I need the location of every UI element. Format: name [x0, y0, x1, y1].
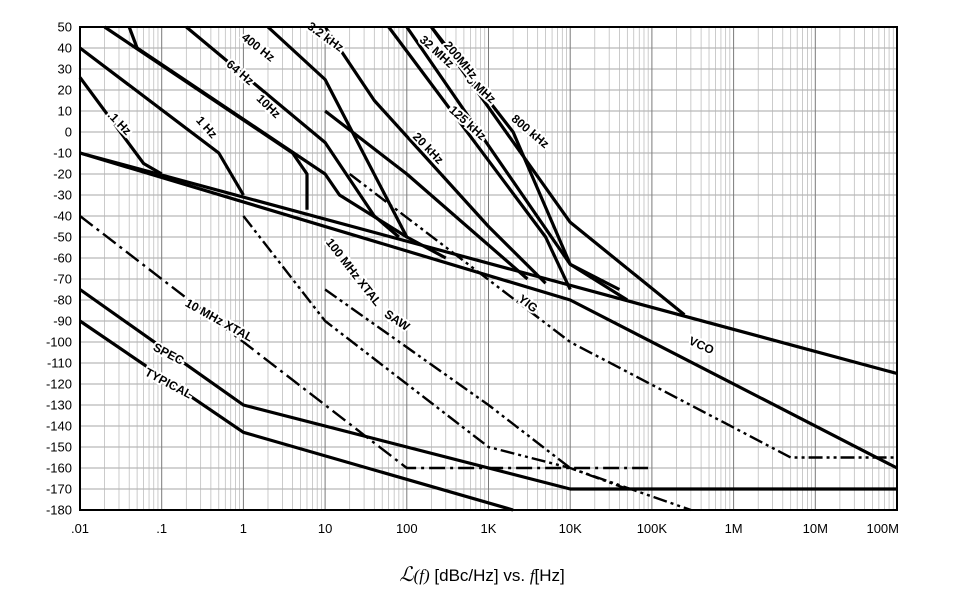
- y-tick-label: -150: [46, 440, 72, 455]
- y-axis-ticks: 50 40 30 20 10 0 -10 -20 -30 -40 -50 -60 -70 -80 -90 -1…: [46, 20, 72, 518]
- y-tick-label: -10: [53, 146, 72, 161]
- series-line-20-khz: [324, 109, 529, 281]
- series-line-200mhz: [430, 26, 686, 316]
- series-line-400-hz: [185, 25, 400, 239]
- x-tick-label: 10: [318, 521, 332, 536]
- y-tick-label: -80: [53, 293, 72, 308]
- y-tick-label: -60: [53, 251, 72, 266]
- curve-label-yig: YIG: [516, 292, 541, 316]
- series-line-spec: [79, 288, 897, 491]
- series-lines: [78, 25, 898, 512]
- series-line-1-hz: [79, 46, 245, 196]
- x-tick-label: 100K: [637, 521, 668, 536]
- curve-label-spec: SPEC: [151, 340, 187, 368]
- x-tick-label: .1: [156, 521, 167, 536]
- series-line-10-mhz-xtal: [79, 215, 652, 470]
- series-line-saw: [324, 288, 897, 491]
- curve-label-typical: TYPICAL: [143, 365, 195, 401]
- series-line-125-khz: [323, 26, 547, 285]
- x-tick-label: 100M: [866, 521, 899, 536]
- series-line-1-hz: [78, 76, 163, 176]
- y-tick-label: -30: [53, 188, 72, 203]
- y-tick-label: -70: [53, 272, 72, 287]
- x-tick-label: 10M: [803, 521, 828, 536]
- y-tick-label: 10: [58, 104, 72, 119]
- y-tick-label: 20: [58, 83, 72, 98]
- y-tick-label: -120: [46, 377, 72, 392]
- x-tick-label: 100: [396, 521, 418, 536]
- y-tick-label: -110: [47, 356, 72, 371]
- y-tick-label: -140: [46, 419, 72, 434]
- y-tick-label: -20: [53, 167, 72, 182]
- y-tick-label: 0: [65, 125, 72, 140]
- series-line-800-khz: [387, 26, 572, 291]
- series-line-yig: [348, 173, 897, 459]
- series-line-vco-base: [79, 151, 898, 376]
- series-line-typical: [79, 319, 514, 512]
- caption-paren: (f): [413, 566, 430, 585]
- series-line-64-hz: [127, 26, 408, 239]
- curve-label-125-khz: 125 kHz: [447, 103, 490, 143]
- caption-units: [dBc/Hz] vs.: [434, 566, 526, 585]
- curve-label-10-mhz-xtal: 10 MHz XTAL: [183, 296, 255, 345]
- x-tick-label: 1K: [481, 521, 497, 536]
- x-tick-label: 1: [240, 521, 247, 536]
- curve-label-100-mhz-xtal: 100 MHz XTAL: [323, 236, 384, 309]
- y-tick-label: -50: [53, 230, 72, 245]
- series-line-32-mhz: [405, 26, 621, 291]
- x-tick-label: 10K: [559, 521, 582, 536]
- curve-label-saw: SAW: [382, 307, 413, 334]
- series-line-vco: [79, 151, 898, 470]
- plot-frame: [79, 26, 898, 511]
- y-tick-label: 40: [58, 41, 72, 56]
- y-tick-label: -170: [46, 482, 72, 497]
- caption-var: f: [529, 566, 535, 585]
- y-tick-label: -100: [46, 335, 72, 350]
- curve-label-10hz: 10Hz: [254, 91, 284, 121]
- x-tick-label: .01: [71, 521, 89, 536]
- y-tick-label: 30: [58, 62, 72, 77]
- script-l-symbol: ℒ: [399, 564, 414, 586]
- y-tick-label: -180: [46, 503, 72, 518]
- y-tick-label: -160: [46, 461, 72, 476]
- y-tick-label: -40: [53, 209, 72, 224]
- y-tick-label: -90: [53, 314, 72, 329]
- x-tick-label: 1M: [725, 521, 743, 536]
- series-line-3-2-khz: [266, 25, 447, 260]
- series-line-5-mhz: [430, 26, 629, 302]
- curve-label-400-hz: 400 Hz: [239, 30, 278, 64]
- x-axis-caption: ℒ(f) [dBc/Hz] vs. f[Hz]: [0, 562, 964, 587]
- y-tick-label: -130: [46, 398, 72, 413]
- caption-units2: [Hz]: [534, 566, 565, 585]
- x-axis-ticks: .01 .1 1 10 100 1K 10K 100K 1M 10M 100M: [71, 521, 899, 536]
- y-tick-label: 50: [58, 20, 72, 35]
